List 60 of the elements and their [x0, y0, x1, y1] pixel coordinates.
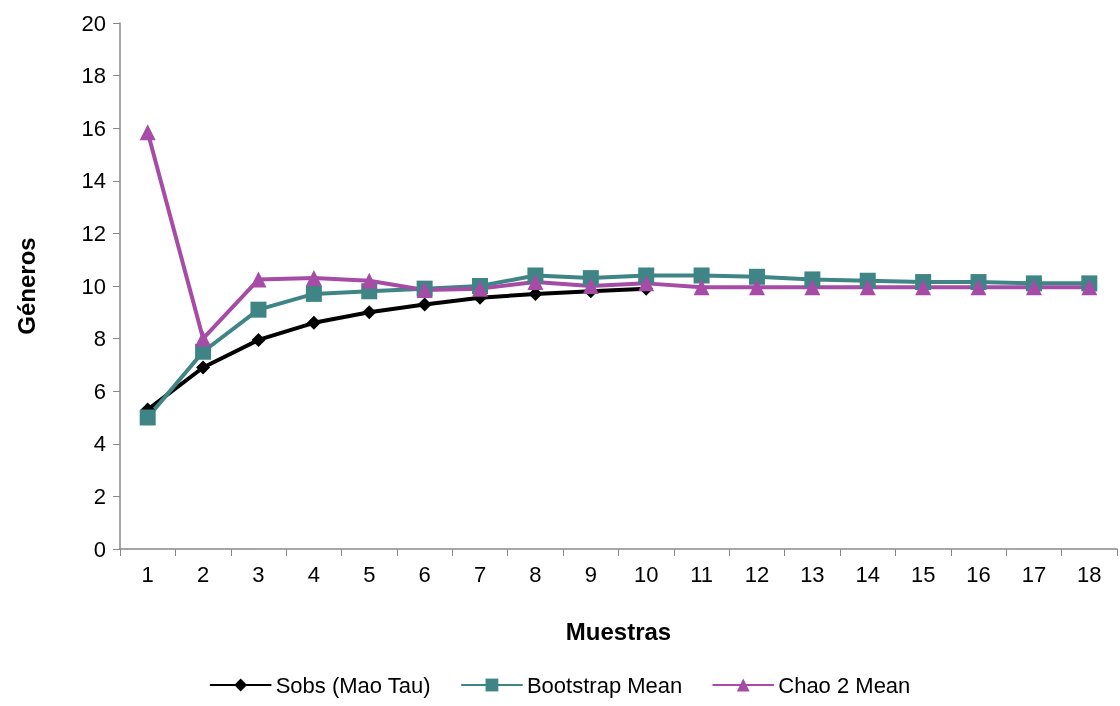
- point: [250, 301, 267, 318]
- point: [139, 409, 156, 426]
- legend-label: Bootstrap Mean: [526, 672, 683, 698]
- x-tick-label: 8: [529, 561, 542, 587]
- y-tick-label: 0: [93, 536, 106, 562]
- point: [804, 279, 821, 296]
- x-tick-label: 12: [744, 561, 770, 587]
- y-tick-label: 6: [93, 378, 106, 404]
- x-tick-label: 13: [800, 561, 825, 587]
- point: [139, 124, 156, 141]
- point: [196, 360, 211, 375]
- y-tick-label: 18: [81, 63, 106, 89]
- point: [361, 272, 378, 289]
- point: [305, 285, 322, 302]
- y-tick-label: 8: [93, 326, 106, 352]
- y-tick-label: 16: [81, 115, 106, 141]
- x-tick-label: 16: [966, 561, 991, 587]
- x-tick-label: 1: [141, 561, 154, 587]
- point: [970, 279, 987, 296]
- y-tick-label: 2: [93, 483, 106, 509]
- y-axis-title: Géneros: [12, 237, 40, 335]
- legend-label: Sobs (Mao Tau): [275, 672, 431, 698]
- point: [693, 279, 710, 296]
- point: [748, 268, 765, 285]
- x-tick-label: 3: [252, 561, 265, 587]
- y-tick-label: 12: [81, 220, 106, 246]
- x-tick-label: 11: [690, 561, 714, 587]
- y-tick-label: 20: [81, 10, 106, 36]
- point: [859, 279, 876, 296]
- x-tick-label: 14: [855, 561, 880, 587]
- legend-label: Chao 2 Mean: [778, 672, 911, 698]
- x-tick-label: 10: [633, 561, 659, 587]
- point: [305, 270, 322, 287]
- point: [527, 274, 544, 291]
- y-tick-label: 10: [81, 273, 106, 299]
- x-tick-label: 5: [363, 561, 376, 587]
- point: [1025, 279, 1042, 296]
- y-tick-label: 14: [81, 168, 106, 194]
- x-tick-label: 2: [196, 561, 210, 587]
- point: [693, 267, 710, 284]
- x-tick-label: 15: [910, 561, 936, 587]
- point: [638, 275, 655, 292]
- x-axis-title: Muestras: [565, 617, 672, 645]
- x-tick-label: 9: [584, 561, 597, 587]
- point: [306, 315, 321, 330]
- x-tick-label: 7: [473, 561, 487, 587]
- point: [1081, 279, 1098, 296]
- y-tick-label: 4: [93, 431, 106, 457]
- point: [417, 297, 432, 312]
- x-tick-label: 17: [1021, 561, 1047, 587]
- point: [250, 271, 267, 288]
- point: [251, 332, 266, 347]
- point: [195, 330, 212, 347]
- x-tick-label: 4: [307, 561, 320, 587]
- point: [362, 305, 377, 320]
- point: [582, 278, 599, 294]
- x-tick-label: 18: [1077, 561, 1102, 587]
- point: [915, 279, 932, 296]
- x-tick-label: 6: [418, 561, 431, 587]
- point: [748, 279, 765, 296]
